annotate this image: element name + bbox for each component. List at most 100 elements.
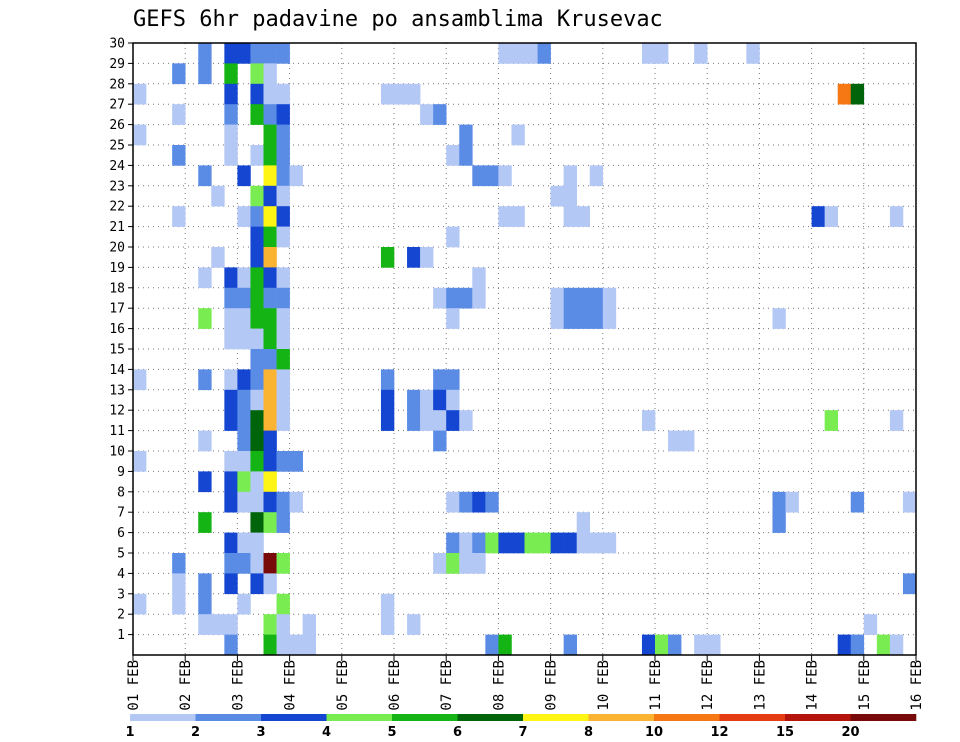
heatmap-cell bbox=[459, 145, 473, 166]
heatmap-cell bbox=[237, 451, 251, 472]
heatmap-cell bbox=[250, 512, 264, 533]
heatmap-cell bbox=[641, 634, 656, 656]
legend-label: 20 bbox=[841, 725, 859, 740]
heatmap-cell bbox=[563, 185, 577, 207]
heatmap-cell bbox=[446, 532, 460, 554]
heatmap-cell bbox=[276, 165, 290, 187]
heatmap-cell bbox=[433, 369, 447, 391]
y-tick-label: 7 bbox=[117, 506, 125, 521]
heatmap-cell bbox=[563, 165, 577, 187]
heatmap-cell bbox=[224, 124, 238, 146]
heatmap-cell bbox=[250, 267, 264, 289]
heatmap-cell bbox=[263, 389, 277, 411]
heatmap-cell bbox=[537, 532, 551, 554]
heatmap-cell bbox=[889, 410, 904, 431]
heatmap-cell bbox=[589, 165, 604, 187]
heatmap-cell bbox=[694, 43, 708, 64]
y-tick-label: 19 bbox=[109, 261, 125, 276]
heatmap-cells bbox=[133, 43, 917, 656]
heatmap-cell bbox=[889, 206, 904, 227]
heatmap-cell bbox=[263, 553, 277, 574]
heatmap-cell bbox=[224, 491, 238, 513]
heatmap-cell bbox=[263, 573, 277, 595]
heatmap-cell bbox=[263, 124, 277, 146]
heatmap-cell bbox=[263, 267, 277, 289]
heatmap-cell bbox=[198, 593, 212, 615]
heatmap-cell bbox=[498, 165, 512, 187]
heatmap-cell bbox=[407, 389, 421, 411]
heatmap-cell bbox=[276, 593, 290, 615]
heatmap-cell bbox=[537, 43, 551, 64]
legend-label: 2 bbox=[191, 725, 200, 740]
heatmap-cell bbox=[433, 410, 447, 431]
heatmap-cell bbox=[237, 369, 251, 391]
heatmap-cell bbox=[433, 104, 447, 125]
heatmap-cell bbox=[407, 614, 421, 635]
heatmap-cell bbox=[250, 553, 264, 574]
heatmap-cell bbox=[224, 63, 238, 85]
heatmap-cell bbox=[289, 634, 303, 656]
heatmap-cell bbox=[276, 43, 290, 64]
y-tick-label: 3 bbox=[117, 587, 125, 602]
legend-label: 4 bbox=[322, 725, 331, 740]
heatmap-cell bbox=[250, 410, 264, 431]
y-tick-label: 20 bbox=[109, 241, 125, 256]
heatmap-cell bbox=[459, 410, 473, 431]
x-tick-label: 11 FEB bbox=[648, 660, 664, 711]
x-tick-label: 05 FEB bbox=[335, 660, 351, 711]
y-tick-label: 27 bbox=[109, 98, 125, 113]
heatmap-cell bbox=[237, 430, 251, 452]
heatmap-cell bbox=[472, 267, 486, 289]
y-tick-label: 5 bbox=[117, 547, 125, 562]
y-tick-label: 14 bbox=[109, 363, 125, 378]
y-tick-label: 11 bbox=[109, 424, 125, 439]
heatmap-cell bbox=[302, 634, 316, 656]
y-tick-label: 23 bbox=[109, 179, 125, 194]
heatmap-cell bbox=[211, 185, 225, 207]
heatmap-cell bbox=[446, 389, 460, 411]
legend-swatch bbox=[850, 714, 917, 721]
heatmap-cell bbox=[237, 532, 251, 554]
heatmap-cell bbox=[250, 328, 264, 350]
heatmap-cell bbox=[407, 410, 421, 431]
heatmap-cell bbox=[420, 410, 434, 431]
heatmap-cell bbox=[224, 410, 238, 431]
heatmap-cell bbox=[237, 389, 251, 411]
heatmap-cell bbox=[485, 532, 499, 554]
heatmap-cell bbox=[576, 532, 591, 554]
heatmap-cell bbox=[224, 104, 238, 125]
heatmap-cell bbox=[224, 471, 238, 493]
heatmap-cell bbox=[902, 573, 917, 595]
heatmap-cell bbox=[224, 553, 238, 574]
heatmap-cell bbox=[420, 389, 434, 411]
heatmap-cell bbox=[198, 308, 212, 329]
x-tick-label: 04 FEB bbox=[283, 660, 299, 711]
heatmap-cell bbox=[237, 593, 251, 615]
heatmap-cell bbox=[772, 512, 786, 533]
chart-title: GEFS 6hr padavine po ansamblima Krusevac bbox=[133, 7, 663, 32]
legend-swatch bbox=[719, 714, 786, 721]
heatmap-cell bbox=[589, 532, 604, 554]
heatmap-cell bbox=[237, 287, 251, 309]
y-tick-label: 21 bbox=[109, 220, 125, 235]
heatmap-cell bbox=[263, 512, 277, 533]
y-tick-label: 30 bbox=[109, 37, 125, 52]
heatmap-cell bbox=[224, 614, 238, 635]
heatmap-cell bbox=[837, 634, 852, 656]
heatmap-cell bbox=[668, 430, 682, 452]
heatmap-cell bbox=[237, 43, 251, 64]
color-legend: 1 2 3 4 5 6 7 8 10 12 15 20 bbox=[125, 714, 917, 740]
heatmap-cell bbox=[224, 308, 238, 329]
heatmap-cell bbox=[237, 165, 251, 187]
heatmap-cell bbox=[263, 43, 277, 64]
heatmap-cell bbox=[276, 634, 290, 656]
heatmap-cell bbox=[472, 165, 486, 187]
heatmap-cell bbox=[133, 369, 147, 391]
heatmap-cell bbox=[433, 287, 447, 309]
heatmap-cell bbox=[576, 512, 591, 533]
y-axis: 1234567891011121314151617181920212223242… bbox=[109, 37, 133, 643]
heatmap-cell bbox=[902, 491, 917, 513]
heatmap-cell bbox=[263, 349, 277, 370]
heatmap-cell bbox=[681, 430, 695, 452]
